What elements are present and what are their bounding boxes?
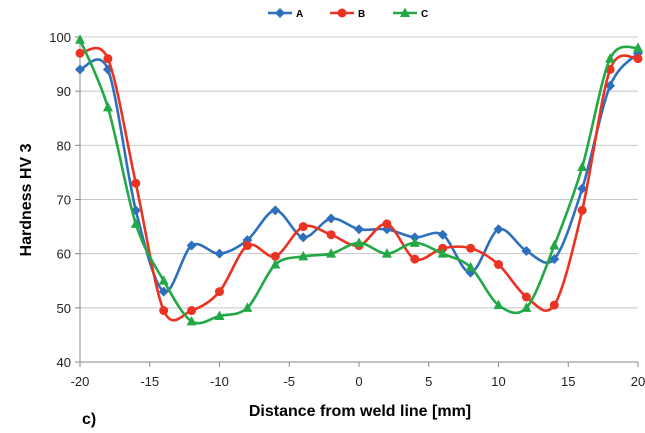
y-tick-label: 70 [57, 193, 71, 208]
series-b-point [75, 48, 85, 58]
series-b-point [215, 287, 224, 297]
series-c-point [409, 237, 420, 247]
series-c-point [354, 237, 364, 247]
x-tick-label: 20 [631, 374, 645, 389]
series-c-point [437, 248, 448, 258]
series-b-point [494, 260, 503, 269]
series-b-point [270, 251, 280, 261]
series-c-point [326, 248, 337, 258]
series-c-point [577, 161, 588, 171]
series-a-point [577, 183, 588, 194]
series-c-point [381, 248, 392, 258]
series-c-point [549, 240, 560, 250]
series-a-point [186, 240, 197, 251]
series-a-point [521, 245, 532, 256]
series-a-point [270, 205, 281, 216]
legend-a-marker [275, 8, 285, 18]
series-c-point [214, 310, 225, 320]
series-a-point [326, 213, 337, 224]
series-b-point [242, 241, 252, 251]
series-b [75, 46, 643, 322]
series-c-point [242, 302, 253, 312]
legend-c-label: C [421, 9, 428, 20]
series-c-point [633, 42, 643, 52]
x-tick-label: -10 [210, 374, 229, 389]
y-tick-label: 60 [57, 247, 71, 262]
legend: A B C [268, 7, 428, 20]
series-b-point [131, 178, 141, 188]
series-b-point [298, 222, 308, 232]
series-c-point [186, 315, 197, 326]
legend-c-marker [400, 7, 410, 17]
series-c-point [270, 259, 281, 269]
series-b-point [326, 230, 336, 240]
y-axis-title: Hardness HV 3 [18, 143, 35, 256]
series-b-point [187, 306, 197, 316]
y-tick-label: 50 [57, 301, 71, 316]
y-tick-label: 90 [57, 84, 71, 99]
x-tick-label: 15 [561, 374, 575, 389]
series-b-point [633, 54, 643, 64]
series-c-point [75, 34, 85, 44]
series-c-point [102, 101, 113, 112]
x-tick-label: 10 [491, 374, 505, 389]
series-a-point [354, 224, 364, 235]
series-a-point [549, 254, 560, 265]
series-b-point [382, 219, 392, 229]
series-c-point [521, 302, 532, 312]
y-tick-label: 100 [49, 30, 71, 45]
y-tick-label: 80 [57, 138, 71, 153]
series-c-point [298, 250, 309, 261]
series-a-point [298, 232, 309, 243]
x-tick-label: 5 [425, 374, 432, 389]
series-a-point [437, 229, 448, 240]
series-a [75, 48, 643, 297]
series-b-point [159, 306, 169, 316]
series-a-point [214, 248, 225, 259]
series-b-point [521, 292, 531, 302]
series-a-point [158, 286, 169, 297]
series-b-point [549, 300, 559, 310]
series-c-point [605, 53, 616, 63]
panel-label: c) [82, 411, 96, 428]
series-b-point [577, 205, 587, 215]
series-c-point [465, 261, 476, 272]
series-c-point [158, 275, 169, 285]
series-b-point [410, 254, 420, 264]
x-tick-label: -15 [140, 374, 159, 389]
gridlines [80, 36, 638, 309]
series-a-point [75, 64, 85, 75]
series-c-point [130, 218, 141, 228]
series-a-point [493, 224, 504, 235]
x-tick-label: -5 [283, 374, 295, 389]
series-b-point [466, 243, 476, 253]
legend-a-label: A [296, 9, 303, 20]
series-b-point [103, 54, 113, 64]
series-c [75, 34, 643, 326]
series-layer [75, 34, 643, 326]
y-tick-label: 40 [57, 355, 71, 370]
x-tick-label: -20 [71, 374, 90, 389]
x-axis-title: Distance from weld line [mm] [249, 403, 471, 420]
legend-b-marker [337, 8, 347, 18]
legend-b-label: B [358, 9, 365, 20]
series-c-point [493, 299, 504, 310]
x-tick-label: 0 [355, 374, 362, 389]
